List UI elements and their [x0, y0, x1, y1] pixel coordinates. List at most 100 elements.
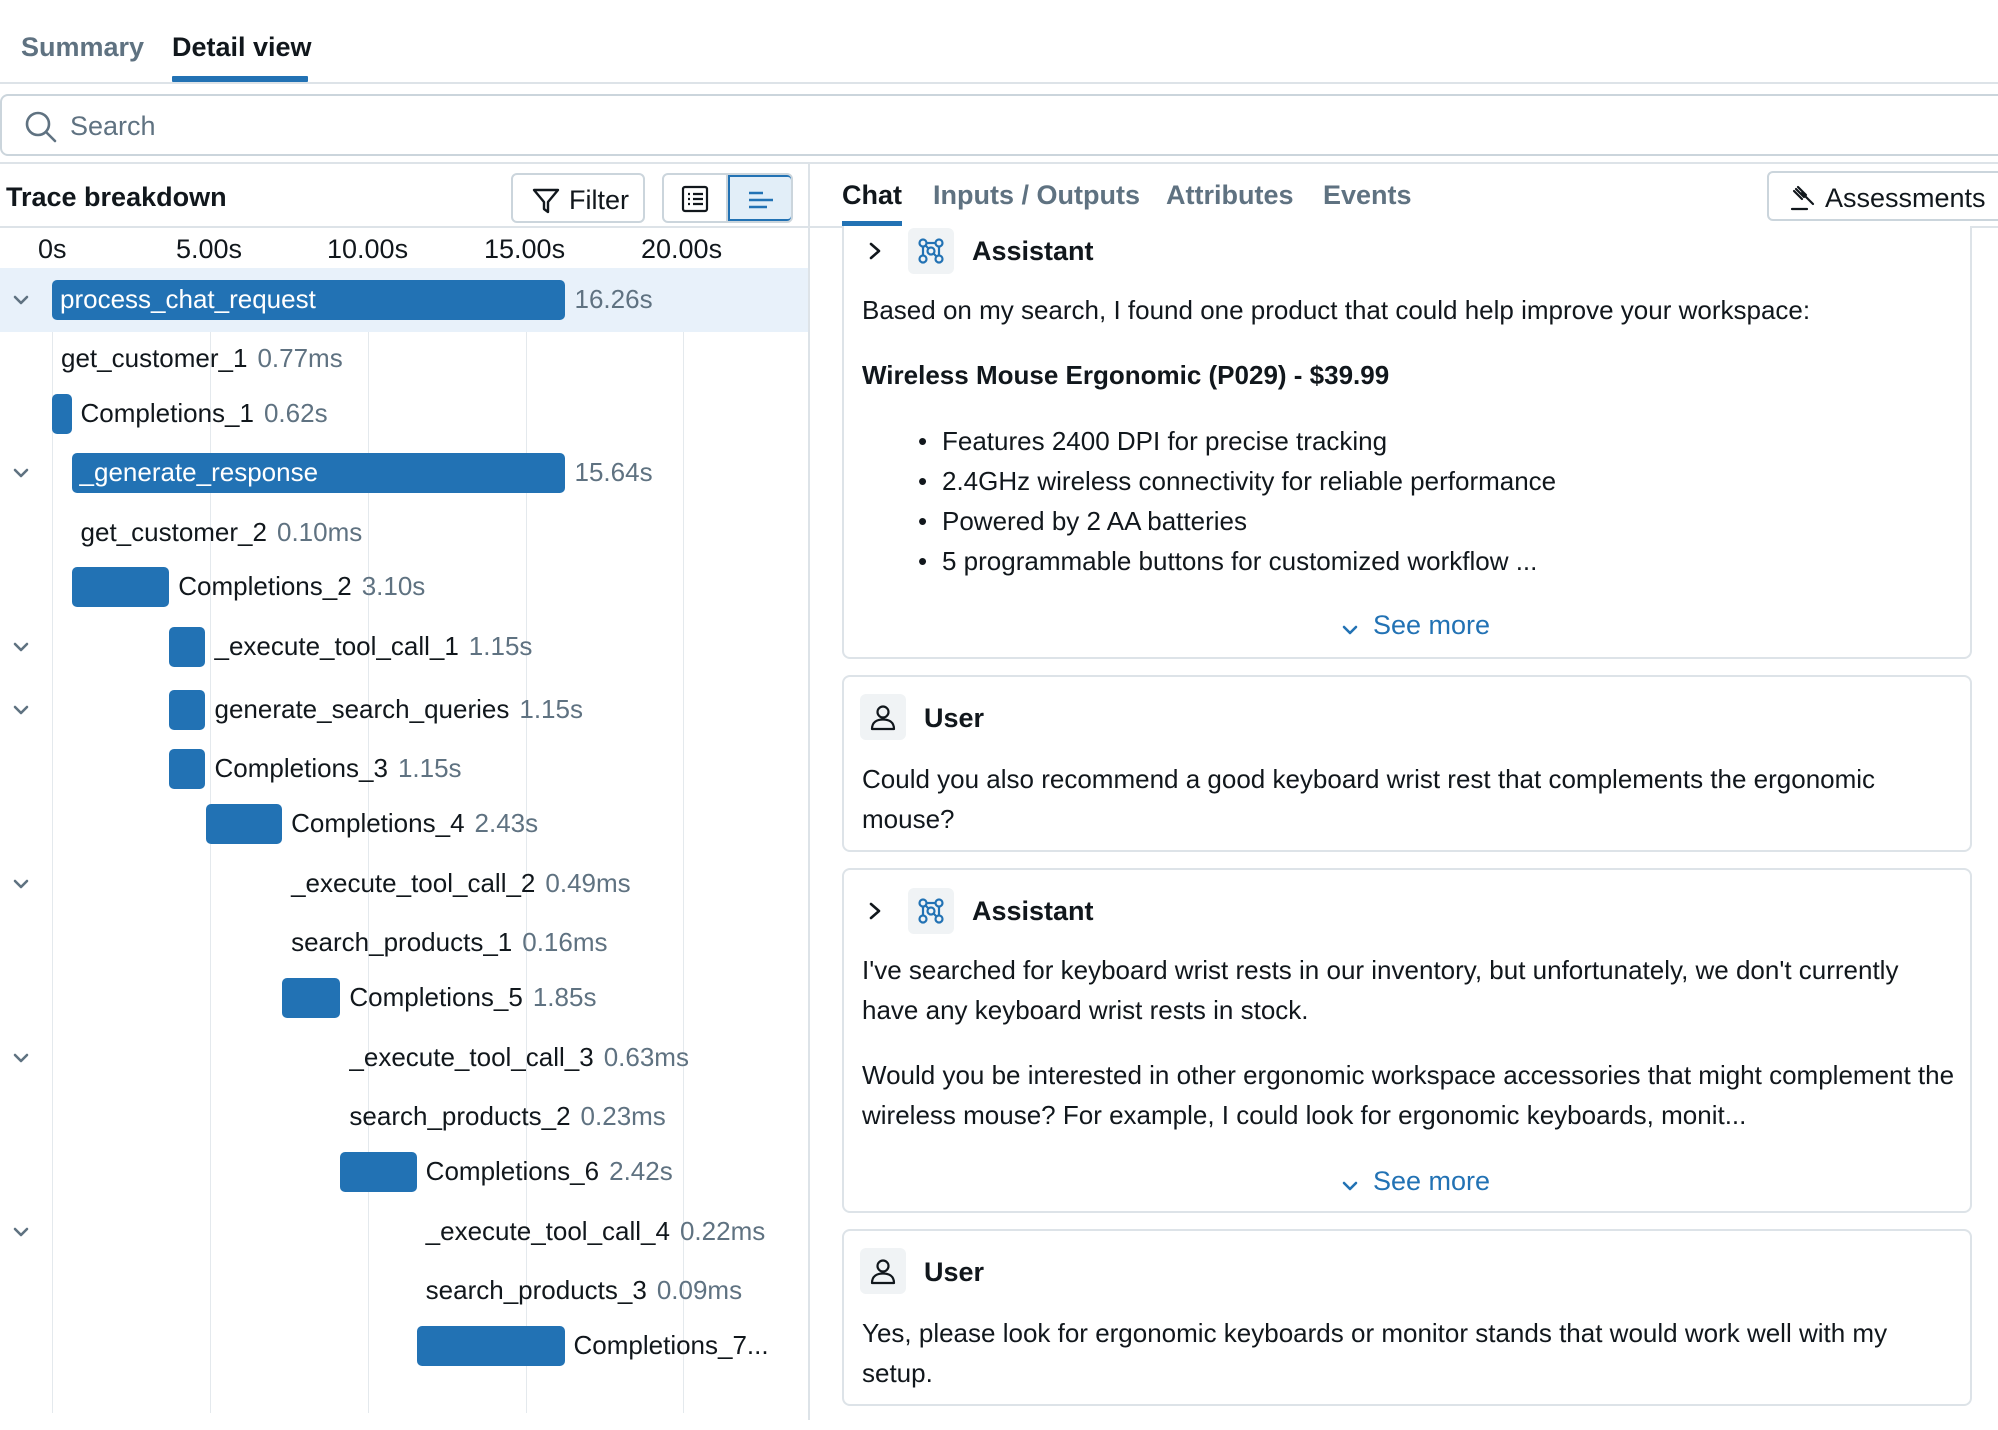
span-name[interactable]: Completions_1 [80, 398, 254, 428]
span-bar[interactable] [169, 690, 206, 730]
span-duration: 15.64s [574, 457, 653, 487]
span-duration: 0.16ms [522, 927, 608, 957]
list-item: Features 2400 DPI for precise tracking [918, 421, 1556, 461]
span-name[interactable]: search_products_1 [291, 927, 513, 957]
span-name[interactable]: generate_search_queries [214, 694, 510, 724]
assistant-network-icon [918, 238, 944, 264]
span-name[interactable]: search_products_2 [349, 1101, 571, 1131]
span-name[interactable]: _generate_response [79, 457, 319, 487]
chevron-down-icon[interactable] [10, 699, 32, 721]
see-more-label: See more [1373, 1166, 1491, 1196]
span-duration: 1.15s [468, 631, 533, 661]
chevron-down-icon[interactable] [10, 289, 32, 311]
trace-breakdown-title: Trace breakdown [6, 182, 227, 212]
assessments-label: Assessments [1825, 183, 1986, 213]
span-bar[interactable] [52, 280, 565, 320]
chevron-right-icon[interactable] [864, 240, 886, 262]
assistant-avatar [908, 888, 954, 934]
span-bar[interactable] [71, 567, 170, 607]
span-name[interactable]: Completions_2 [178, 571, 352, 601]
span-name[interactable]: _execute_tool_call_1 [214, 631, 459, 661]
top-tab-bar: Summary Detail view [0, 0, 1998, 84]
timeline-view-button[interactable] [728, 175, 791, 221]
chevron-right-icon[interactable] [864, 900, 886, 922]
filter-icon [532, 188, 560, 214]
span-bar[interactable] [340, 1152, 417, 1192]
span-name[interactable]: _execute_tool_call_2 [291, 868, 536, 898]
span-name[interactable]: get_customer_2 [80, 517, 267, 547]
tab-attributes[interactable]: Attributes [1166, 180, 1294, 210]
chevron-down-icon [1342, 1181, 1358, 1191]
span-duration: 1.15s [397, 753, 462, 783]
span-duration: 0.23ms [580, 1101, 666, 1131]
chevron-down-icon[interactable] [10, 873, 32, 895]
tab-detail-view[interactable]: Detail view [172, 32, 312, 62]
role-label: User [924, 1257, 985, 1287]
assessments-button[interactable]: Assessments [1767, 171, 1998, 221]
panel-splitter[interactable] [808, 162, 810, 1420]
user-avatar [860, 694, 906, 740]
axis-tick-label: 15.00s [484, 234, 566, 264]
span-name[interactable]: get_customer_1 [61, 343, 248, 373]
span-name[interactable]: Completions_6 [425, 1156, 600, 1186]
panel-top-divider [0, 162, 1998, 164]
span-name[interactable]: _execute_tool_call_4 [425, 1216, 670, 1246]
timeline-view-icon [749, 191, 773, 209]
message-text: Could you also recommend a good keyboard… [862, 764, 1876, 834]
span-bar[interactable] [169, 749, 206, 789]
axis-gridline [52, 268, 53, 1413]
message-text: Yes, please look for ergonomic keyboards… [862, 1318, 1888, 1388]
span-name[interactable]: Completions_7... [573, 1330, 769, 1360]
list-view-button[interactable] [664, 175, 728, 221]
span-bar[interactable] [169, 627, 206, 667]
span-name[interactable]: Completions_4 [291, 808, 465, 838]
active-tab-indicator [172, 76, 308, 82]
chevron-down-icon[interactable] [10, 462, 32, 484]
search-bar[interactable] [0, 94, 1998, 156]
list-view-icon [681, 185, 709, 213]
span-name[interactable]: Completions_5 [349, 982, 523, 1012]
axis-tick-label: 5.00s [176, 234, 243, 264]
axis-gridline [368, 268, 369, 1413]
span-bar[interactable] [52, 394, 72, 434]
axis-gridline [526, 268, 527, 1413]
span-duration: 0.63ms [603, 1042, 689, 1072]
message-text: Would you be interested in other ergonom… [862, 1060, 1955, 1130]
assistant-avatar [908, 228, 954, 274]
product-feature-list: Features 2400 DPI for precise tracking 2… [918, 421, 1556, 581]
user-avatar [860, 1248, 906, 1294]
span-bar[interactable] [205, 804, 283, 844]
list-item: 2.4GHz wireless connectivity for reliabl… [918, 461, 1556, 501]
message-heading: Wireless Mouse Ergonomic (P029) - $39.99 [862, 355, 1962, 395]
filter-button[interactable]: Filter [511, 173, 645, 223]
message-text: Based on my search, I found one product … [862, 295, 1811, 325]
chevron-down-icon[interactable] [10, 1047, 32, 1069]
message-text: I've searched for keyboard wrist rests i… [862, 955, 1899, 1025]
search-icon [25, 111, 57, 143]
chat-message-user: User Yes, please look for ergonomic keyb… [842, 1229, 1972, 1406]
span-duration: 0.22ms [679, 1216, 766, 1246]
tab-events[interactable]: Events [1323, 180, 1412, 210]
span-name[interactable]: process_chat_request [60, 284, 316, 314]
tab-summary[interactable]: Summary [21, 32, 145, 62]
span-name[interactable]: _execute_tool_call_3 [349, 1042, 594, 1072]
axis-tick-label: 10.00s [327, 234, 409, 264]
span-bar[interactable] [416, 1326, 565, 1366]
tab-chat[interactable]: Chat [842, 180, 902, 210]
span-name[interactable]: Completions_3 [214, 753, 388, 783]
gavel-icon [1790, 185, 1815, 211]
chevron-down-icon[interactable] [10, 1221, 32, 1243]
axis-tick-label: 0s [38, 234, 67, 264]
span-duration: 0.10ms [276, 517, 363, 547]
chat-message-assistant: Assistant I've searched for keyboard wri… [842, 868, 1972, 1213]
chevron-down-icon[interactable] [10, 636, 32, 658]
span-name[interactable]: search_products_3 [425, 1275, 647, 1305]
tab-inputs-outputs[interactable]: Inputs / Outputs [933, 180, 1140, 210]
axis-gridline [683, 268, 684, 1413]
active-tab-indicator [842, 221, 902, 226]
role-label: Assistant [972, 896, 1094, 926]
span-bar[interactable] [282, 978, 341, 1018]
search-input[interactable] [70, 104, 870, 148]
span-bar[interactable] [71, 453, 565, 493]
view-toggle-group [662, 173, 793, 223]
